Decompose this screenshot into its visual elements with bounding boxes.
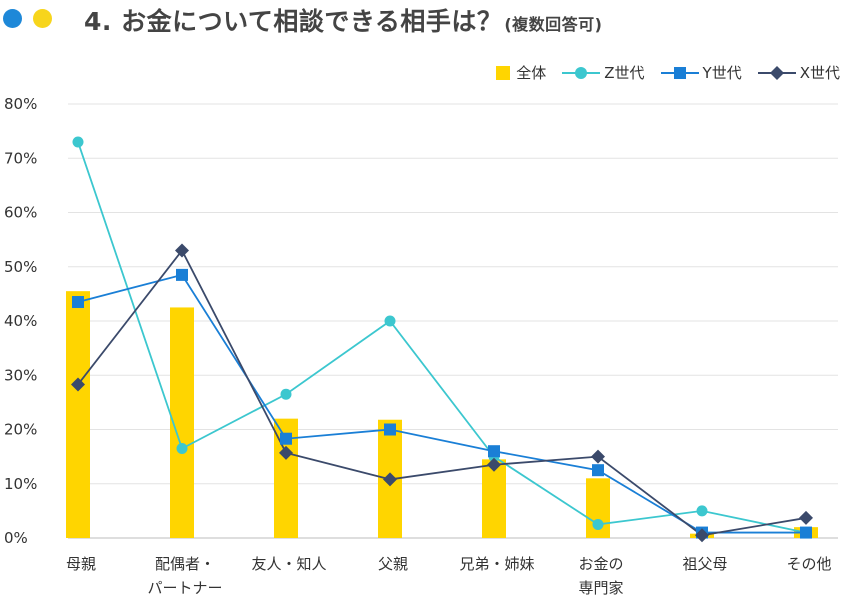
x-category-label: 祖父母 [682,555,727,573]
y-tick-label: 60% [4,204,37,222]
chart-legend: 全体 Z世代 Y世代 X世代 [478,62,840,83]
point-marker [488,445,500,458]
legend-label-genz: Z世代 [604,64,645,82]
legend-item-genz: Z世代 [562,62,645,83]
point-marker [383,472,397,487]
yellow-dot-icon [33,9,52,28]
point-marker [280,388,292,400]
x-category-label: 兄弟・姉妹 [459,555,534,573]
point-marker [800,526,812,539]
point-marker [591,449,605,464]
y-tick-label: 30% [4,366,37,384]
x-category-label: 母親 [66,555,96,573]
chart-header: 4. お金について相談できる相手は？ (複数回答可) [0,0,848,44]
legend-diamond-line-icon [757,65,796,80]
x-category-label: 専門家 [578,579,623,597]
legend-circle-line-icon [562,66,601,79]
point-marker [384,423,396,436]
x-category-label: 配偶者・ [155,555,215,573]
y-tick-label: 50% [4,258,37,276]
legend-label-geny: Y世代 [702,64,742,82]
series-line-3 [77,248,807,537]
legend-square-line-icon [660,66,699,79]
y-tick-label: 40% [4,312,37,330]
point-marker [71,377,85,392]
chart-title-text: 4. お金について相談できる相手は？ [84,7,503,36]
x-category-label: 父親 [378,555,408,573]
legend-label-overall: 全体 [516,64,547,82]
chart-subtitle: (複数回答可) [504,15,603,34]
series-line-1 [77,141,807,534]
legend-bar-swatch-icon [496,65,511,80]
point-marker [799,510,813,525]
bar [482,459,506,538]
legend-item-overall: 全体 [494,62,546,83]
point-marker [696,505,708,517]
point-marker [176,442,188,454]
legend-item-genx: X世代 [757,62,840,83]
point-marker [280,432,292,445]
point-marker [279,445,293,460]
point-marker [592,464,604,477]
point-marker [72,136,84,148]
x-category-label: 友人・知人 [251,555,326,573]
y-tick-label: 70% [4,149,37,167]
y-tick-label: 0% [4,529,28,547]
x-category-label: パートナー [147,579,222,597]
legend-item-geny: Y世代 [660,62,742,83]
point-marker [592,518,604,530]
y-tick-label: 80% [4,95,37,113]
point-marker [176,268,188,281]
legend-label-genx: X世代 [799,64,840,82]
x-category-label: その他 [786,555,831,573]
point-marker [175,243,189,258]
chart-title: 4. お金について相談できる相手は？ (複数回答可) [84,2,603,38]
blue-dot-icon [3,9,22,28]
point-marker [695,528,709,543]
bar [66,291,90,538]
point-marker [487,457,501,472]
x-category-label: お金の [578,555,623,573]
point-marker [72,296,84,309]
point-marker [384,315,396,327]
y-tick-label: 10% [4,475,37,493]
y-tick-label: 20% [4,421,37,439]
